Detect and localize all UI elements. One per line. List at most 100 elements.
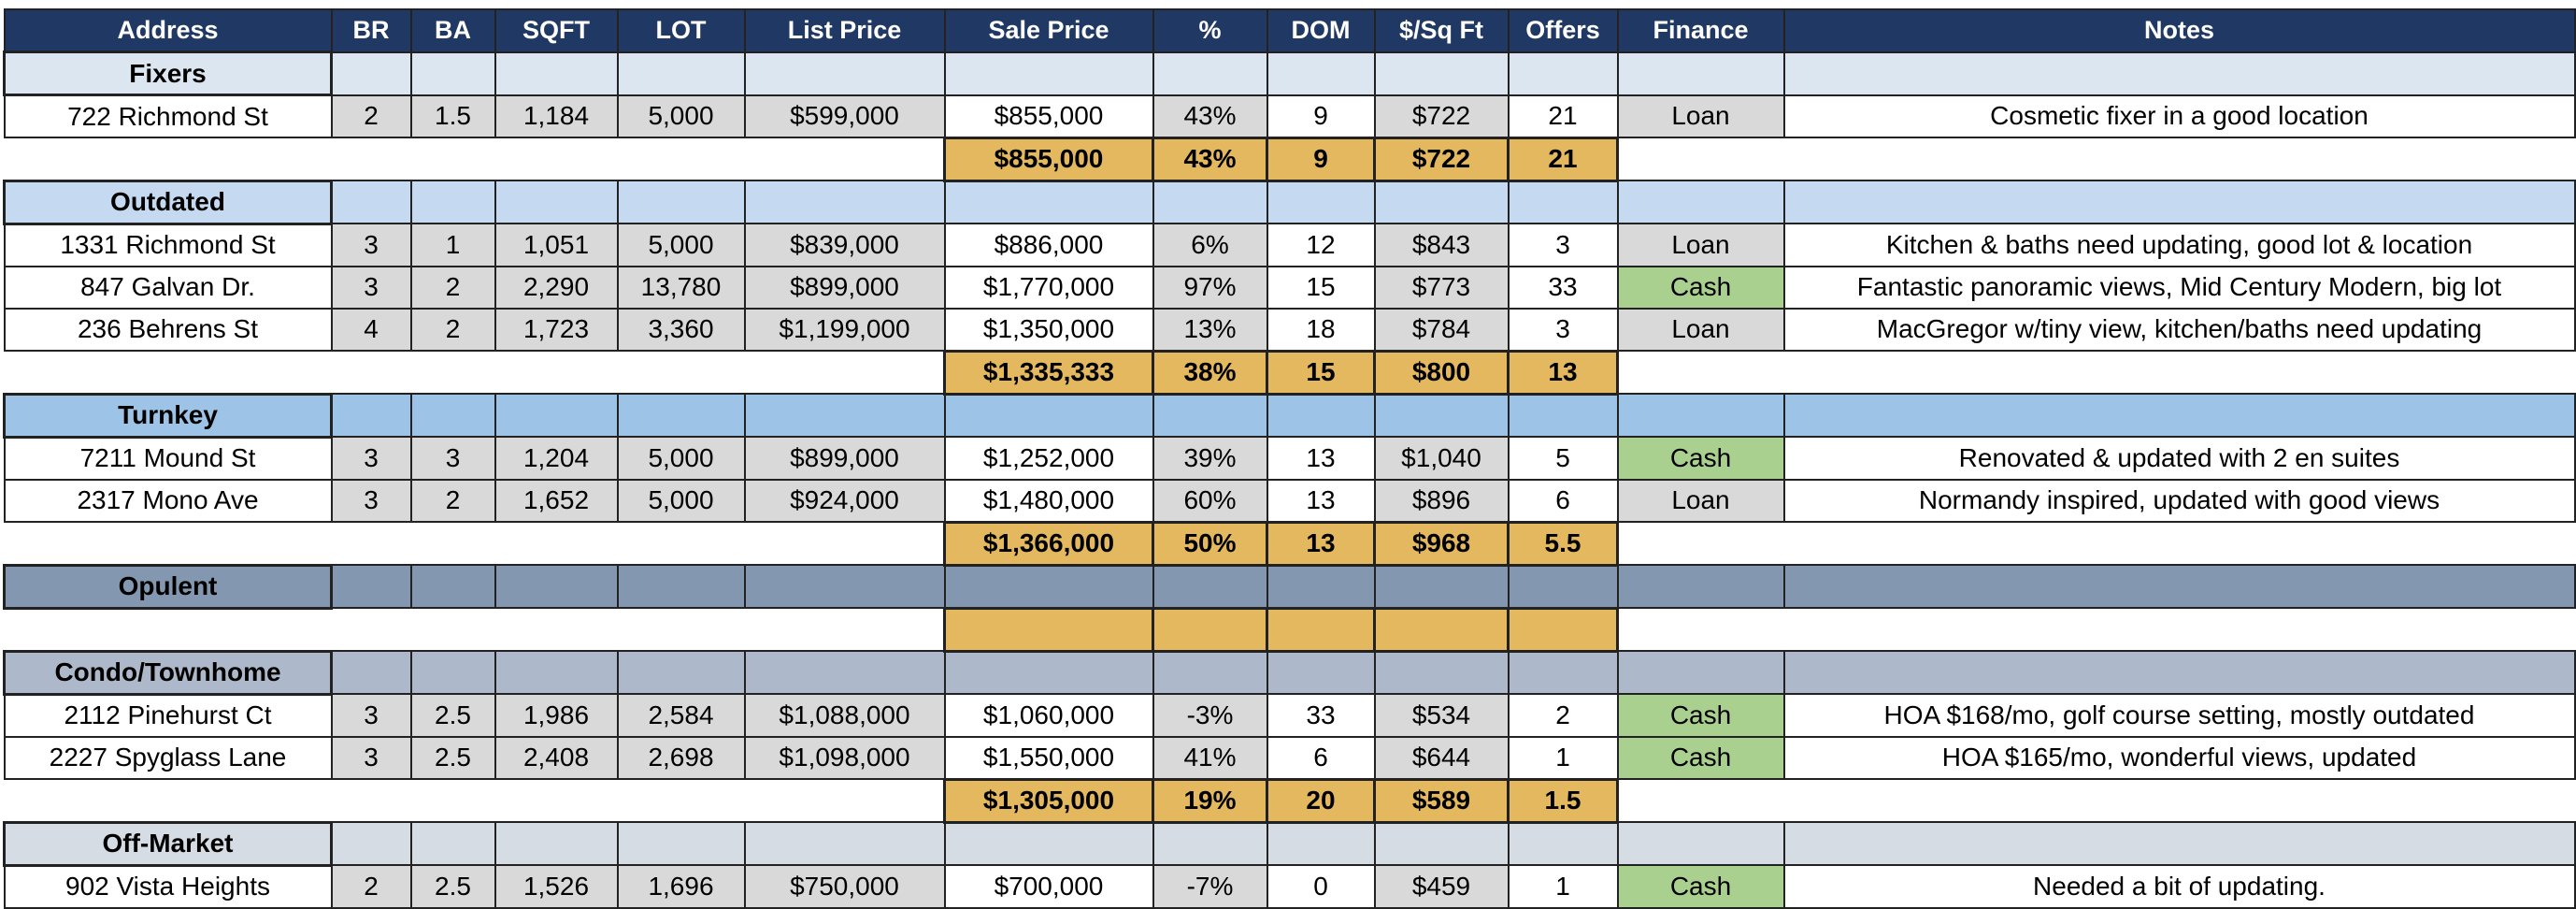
- cell: $750,000: [743, 864, 946, 909]
- section-fill: [1782, 393, 2576, 438]
- cell: Cash: [1616, 864, 1785, 909]
- cell: 3: [330, 436, 412, 481]
- section-fill: [616, 650, 746, 695]
- cell: 97%: [1152, 265, 1268, 310]
- column-header: DOM: [1266, 8, 1376, 53]
- cell: Loan: [1616, 478, 1785, 523]
- cell: 13,780: [616, 265, 746, 310]
- blank: [1617, 522, 1784, 565]
- summary-cell: 5.5: [1507, 520, 1619, 567]
- section-fill: [1152, 650, 1268, 695]
- cell: Kitchen & baths need updating, good lot …: [1782, 223, 2576, 267]
- cell: 2.5: [409, 735, 496, 780]
- cell: 21: [1507, 94, 1619, 138]
- blank: [331, 608, 411, 651]
- cell: $644: [1373, 735, 1510, 780]
- cell: 43%: [1152, 94, 1268, 138]
- cell: 1,723: [494, 307, 619, 352]
- cell: 6: [1507, 478, 1619, 523]
- cell: 3: [330, 693, 412, 738]
- summary-cell: 15: [1266, 349, 1376, 396]
- cell: 13%: [1152, 307, 1268, 352]
- blank: [1783, 351, 2575, 394]
- summary-cell: 9: [1266, 136, 1376, 182]
- section-fill: [494, 393, 619, 438]
- section-fill: [1266, 393, 1376, 438]
- summary-row: $855,000 43% 9 $722 21: [4, 136, 2575, 182]
- section-name: Turnkey: [3, 392, 333, 439]
- cell: Normandy inspired, updated with good vie…: [1782, 478, 2576, 523]
- cell: HOA $165/mo, wonderful views, updated: [1782, 735, 2576, 780]
- blank: [4, 779, 332, 822]
- blank: [494, 351, 618, 394]
- summary-cell: [1152, 606, 1268, 653]
- cell: 1,696: [616, 864, 746, 909]
- cell: 1,204: [494, 436, 619, 481]
- column-header: Address: [3, 8, 333, 53]
- section-fill: [494, 564, 619, 609]
- section-fill: [1373, 821, 1510, 866]
- section-fill: [330, 650, 412, 695]
- section-row: Turnkey: [3, 392, 2576, 439]
- section-fill: [616, 564, 746, 609]
- summary-row: [4, 606, 2575, 653]
- cell: 18: [1266, 307, 1376, 352]
- section-fill: [743, 393, 946, 438]
- cell: 722 Richmond St: [3, 94, 333, 138]
- section-fill: [1616, 50, 1785, 96]
- blank: [331, 351, 411, 394]
- listing-row: 902 Vista Heights 2 2.5 1,526 1,696 $750,000 $…: [3, 864, 2576, 909]
- blank: [1617, 608, 1784, 651]
- blank: [744, 522, 945, 565]
- cell: Fantastic panoramic views, Mid Century M…: [1782, 265, 2576, 310]
- section-fill: [330, 393, 412, 438]
- cell: 2: [1507, 693, 1619, 738]
- cell: MacGregor w/tiny view, kitchen/baths nee…: [1782, 307, 2576, 352]
- cell: 3: [330, 265, 412, 310]
- cell: 1,051: [494, 223, 619, 267]
- cell: 3: [330, 478, 412, 523]
- section-fill: [1266, 564, 1376, 609]
- cell: 2.5: [409, 693, 496, 738]
- cell: 3: [330, 735, 412, 780]
- blank: [494, 779, 618, 822]
- section-fill: [1507, 650, 1619, 695]
- cell: 3: [330, 223, 412, 267]
- listing-row: 847 Galvan Dr. 3 2 2,290 13,780 $899,000 $1,77…: [3, 265, 2576, 310]
- section-fill: [1782, 180, 2576, 224]
- cell: Needed a bit of updating.: [1782, 864, 2576, 909]
- section-fill: [409, 650, 496, 695]
- cell: $459: [1373, 864, 1510, 909]
- blank: [4, 137, 332, 180]
- summary-cell: 13: [1507, 349, 1619, 396]
- cell: $722: [1373, 94, 1510, 138]
- cell: $1,199,000: [743, 307, 946, 352]
- section-fill: [1507, 180, 1619, 224]
- section-fill: [1782, 650, 2576, 695]
- section-fill: [1152, 50, 1268, 96]
- cell: 2: [409, 478, 496, 523]
- section-fill: [943, 50, 1154, 96]
- cell: $599,000: [743, 94, 946, 138]
- section-fill: [1373, 393, 1510, 438]
- cell: Loan: [1616, 307, 1785, 352]
- cell: $924,000: [743, 478, 946, 523]
- cell: $855,000: [943, 94, 1154, 138]
- cell: 2227 Spyglass Lane: [3, 735, 333, 780]
- cell: $700,000: [943, 864, 1154, 909]
- blank: [617, 608, 745, 651]
- section-name: Off-Market: [3, 820, 333, 867]
- cell: 1,184: [494, 94, 619, 138]
- section-fill: [409, 50, 496, 96]
- cell: Loan: [1616, 223, 1785, 267]
- blank: [410, 608, 495, 651]
- blank: [331, 779, 411, 822]
- cell: $1,040: [1373, 436, 1510, 481]
- section-fill: [943, 650, 1154, 695]
- cell: 3,360: [616, 307, 746, 352]
- blank: [744, 137, 945, 180]
- cell: $1,550,000: [943, 735, 1154, 780]
- cell: $1,252,000: [943, 436, 1154, 481]
- blank: [4, 522, 332, 565]
- section-fill: [1782, 821, 2576, 866]
